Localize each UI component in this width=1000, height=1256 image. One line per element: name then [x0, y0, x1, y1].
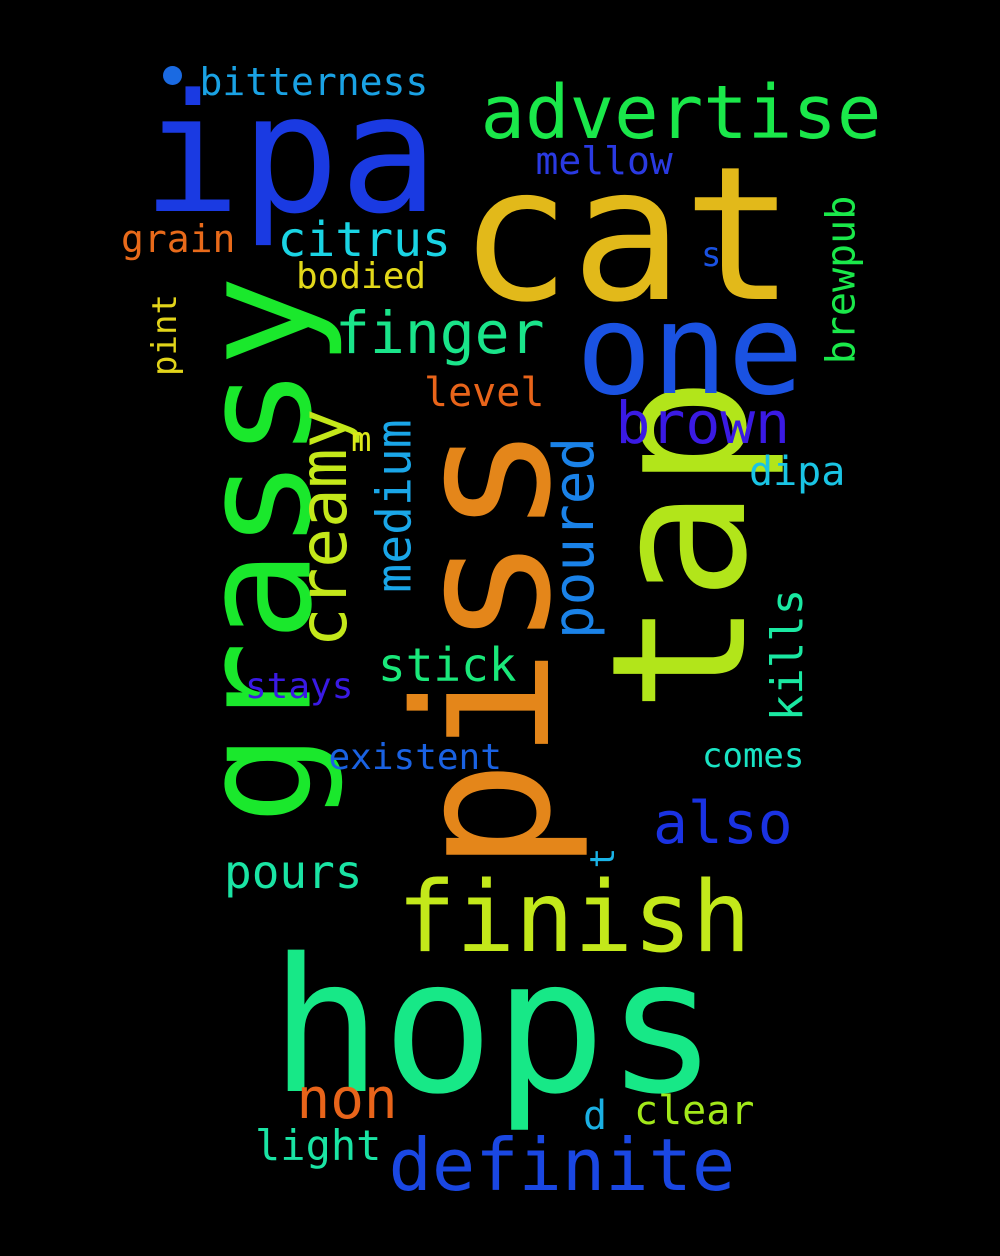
word-comes: comes [702, 736, 805, 776]
word-d: d [583, 1093, 608, 1139]
word-mellow: mellow [535, 139, 673, 183]
word-advertise: advertise [480, 70, 882, 156]
word-also: also [653, 789, 793, 857]
word-bitterness: bitterness [199, 60, 429, 104]
word-poured: poured [542, 436, 608, 640]
word-ipa: ipa [142, 59, 439, 250]
word-hops: hops [270, 918, 718, 1135]
word-existent: existent [328, 737, 502, 778]
word-creamy: creamy [285, 408, 363, 648]
word-light: light [255, 1121, 382, 1170]
word-medium: medium [366, 419, 423, 593]
word-brown: brown [615, 389, 791, 457]
word-stays: stays [245, 666, 354, 707]
word-m: m [351, 420, 372, 460]
word-s: s [701, 235, 722, 275]
word-dipa: dipa [749, 449, 846, 495]
word-cat: cat [459, 126, 795, 343]
word-finish: finish [397, 861, 752, 975]
word-level: level [424, 370, 545, 416]
word-definite: definite [388, 1123, 736, 1207]
word-t: t [583, 847, 624, 869]
word-pours: pours [224, 845, 363, 899]
word-stick: stick [378, 638, 517, 692]
word-clear: clear [634, 1088, 755, 1134]
word-one: one [576, 276, 804, 423]
word-pint: pint [144, 294, 185, 376]
word-brewpub: brewpub [817, 195, 864, 365]
word-non: non [296, 1067, 398, 1132]
blue-dot-glyph [163, 66, 182, 85]
word-grain: grain [121, 217, 236, 261]
word-citrus: citrus [277, 212, 451, 268]
word-finger: finger [335, 299, 545, 367]
word-bodied: bodied [296, 256, 427, 297]
word-kills: kills [762, 588, 814, 722]
